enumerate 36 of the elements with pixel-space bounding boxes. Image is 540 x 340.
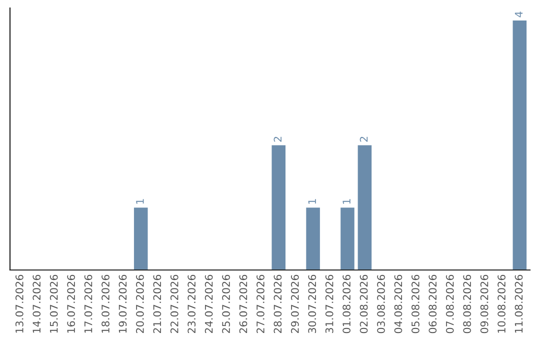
x-tick-label: 21.07.2026	[153, 274, 162, 334]
data-label: 4	[514, 12, 523, 18]
x-tick-label: 13.07.2026	[15, 274, 24, 333]
x-tick-label: 04.08.2026	[394, 274, 402, 334]
x-tick-label: 10.08.2026	[498, 274, 506, 333]
x-tick-label: 01.08.2026	[342, 274, 351, 334]
x-tick-label: 19.07.2026	[118, 274, 127, 333]
x-tick-label: 17.07.2026	[84, 274, 92, 333]
x-tick-label: 27.07.2026	[256, 274, 264, 334]
x-tick-label: 29.07.2026	[290, 274, 299, 334]
data-label: 1	[342, 199, 350, 204]
x-tick-label: 30.07.2026	[308, 274, 316, 334]
data-label: 1	[136, 199, 144, 204]
x-tick-label: 05.08.2026	[412, 274, 420, 334]
x-tick-label: 31.07.2026	[325, 274, 334, 334]
x-tick-label: 16.07.2026	[67, 274, 76, 333]
data-label: 2	[360, 136, 368, 142]
data-label: 2	[274, 136, 282, 142]
x-tick-label: 03.08.2026	[377, 274, 385, 334]
x-tick-label: 20.07.2026	[136, 274, 144, 334]
x-tick-label: 26.07.2026	[239, 274, 248, 334]
x-tick-label: 08.08.2026	[463, 274, 472, 334]
x-tick-label: 11.08.2026	[514, 274, 523, 333]
x-tick-label: 18.07.2026	[102, 274, 110, 333]
x-tick-label: 15.07.2026	[50, 274, 58, 333]
x-tick-label: 02.08.2026	[360, 274, 368, 334]
data-label: 1	[308, 199, 316, 204]
x-tick-label: 28.07.2026	[274, 274, 282, 334]
x-tick-label: 14.07.2026	[32, 274, 41, 333]
x-tick-label: 24.07.2026	[204, 274, 213, 334]
x-tick-label: 07.08.2026	[446, 274, 454, 334]
x-tick-label: 23.07.2026	[188, 274, 196, 334]
x-tick-label: 22.07.2026	[170, 274, 178, 334]
x-tick-label: 25.07.2026	[222, 274, 230, 334]
x-tick-label: 09.08.2026	[480, 274, 488, 334]
x-tick-label: 06.08.2026	[428, 274, 437, 334]
